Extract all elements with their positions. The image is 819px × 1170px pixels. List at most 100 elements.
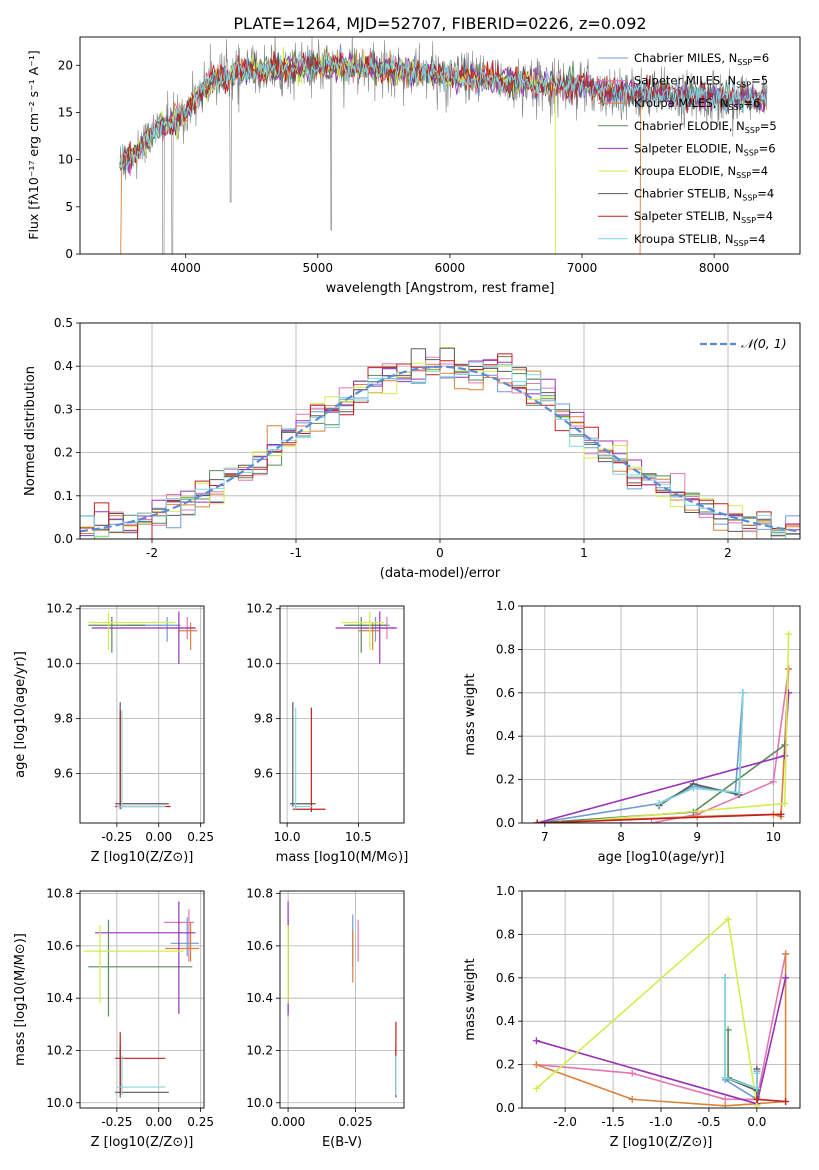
mass-weight-line	[536, 953, 787, 1107]
figure-title: PLATE=1264, MJD=52707, FIBERID=0226, z=0…	[233, 14, 646, 33]
x-tick-label: 4000	[170, 261, 201, 275]
y-tick-label: 0.8	[496, 927, 515, 941]
axes-mass_vs_ebv: 0.000 0.025 10.0 10.2 10.4 10.6 10.8 E(B-V)	[246, 887, 405, 1150]
mass-weight-line	[658, 692, 744, 805]
x-tick-label: 7000	[567, 261, 598, 275]
x-tick-label: 8000	[699, 261, 730, 275]
data-point-marker	[628, 1069, 636, 1077]
data-point-marker	[753, 1102, 761, 1108]
y-tick-label: 0.4	[496, 729, 515, 743]
x-tick-label: 0.000	[271, 1115, 305, 1129]
x-tick-label: 0.25	[187, 1115, 214, 1129]
data-point-marker	[532, 1084, 540, 1092]
model-spectrum	[119, 52, 767, 170]
y-tick-label: 0.5	[54, 316, 73, 330]
x-tick-label: 8	[617, 830, 625, 844]
y-tick-label: 0.1	[54, 489, 73, 503]
x-tick-label: -0.25	[101, 830, 132, 844]
y-tick-label: 9.6	[254, 767, 273, 781]
y-tick-label: 1.0	[496, 884, 515, 898]
axes-mass_vs_Z: -0.25 0.00 0.25 10.0 10.2 10.4 10.6 10.8 Z [log1…	[13, 887, 214, 1150]
x-tick-label: 0.00	[145, 830, 172, 844]
x-tick-label: 1	[580, 546, 588, 560]
y-tick-label: 10.6	[46, 939, 73, 953]
data-point-marker	[781, 752, 789, 760]
y-tick-label: 10.4	[46, 991, 73, 1005]
y-tick-label: 1.0	[496, 599, 515, 613]
x-axis-label: age [log10(age/yr)]	[598, 850, 725, 865]
y-tick-label: 10.8	[246, 887, 273, 901]
data-point-marker	[655, 799, 663, 807]
x-tick-label: -1.0	[649, 1115, 672, 1129]
data-point-marker	[532, 1037, 540, 1045]
y-tick-label: 0.0	[54, 532, 73, 546]
data-point-marker	[721, 1102, 729, 1108]
x-axis-label: Z [log10(Z/Z⊙)]	[91, 1135, 194, 1150]
mass-weight-line	[537, 668, 790, 823]
legend-value: =4	[757, 187, 774, 201]
plot-area-mass_vs_Z	[83, 901, 199, 1098]
x-tick-label: 5000	[303, 261, 334, 275]
x-tick-label: 2	[724, 546, 732, 560]
x-axis-label: Z [log10(Z/Z⊙)]	[91, 850, 194, 865]
plot-area-mass_vs_ebv	[287, 901, 397, 1098]
residual-histogram	[80, 361, 800, 539]
y-tick-label: 10.0	[46, 657, 73, 671]
axes-frame	[279, 890, 405, 1109]
legend-subscript: SSP	[737, 58, 752, 67]
axes-frame	[79, 890, 205, 1109]
data-point-marker	[556, 819, 564, 823]
data-point-marker	[721, 1074, 729, 1082]
data-point-marker	[735, 789, 743, 797]
y-axis-label: Flux [fλ10⁻¹⁷ erg cm⁻² s⁻¹ A⁻¹]	[26, 50, 41, 239]
y-tick-label: 10.8	[46, 887, 73, 901]
y-tick-label: 10.2	[46, 1043, 73, 1057]
plot-area-age_vs_mass	[289, 611, 397, 813]
legend-label: Kroupa STELIB, NSSP=4	[634, 232, 765, 248]
plot-area-weight_vs_Z	[532, 915, 790, 1108]
y-axis-label: mass [log10(M/M⊙)]	[13, 933, 28, 1066]
model-spectrum	[119, 51, 767, 170]
x-tick-label: 6000	[435, 261, 466, 275]
spectrum-legend: Chabrier MILES, NSSP=6 Salpeter MILES, NS…	[598, 51, 777, 248]
axes-age_vs_mass: 10.0 10.5 9.6 9.8 10.0 10.2 mass [log10(M/M⊙)]	[246, 602, 408, 865]
y-tick-label: 10.0	[46, 1096, 73, 1110]
legend-label: Salpeter STELIB, NSSP=4	[634, 209, 773, 225]
x-tick-label: -0.5	[697, 1115, 720, 1129]
legend-subscript: SSP	[729, 103, 744, 112]
x-tick-label: 0	[436, 546, 444, 560]
y-tick-label: 0.2	[496, 1058, 515, 1072]
axes-frame	[521, 605, 801, 824]
plot-area-residuals	[80, 347, 800, 539]
y-tick-label: 0.2	[54, 446, 73, 460]
data-point-marker	[739, 689, 747, 697]
axes-weight_vs_age: 7 8 9 10 0.0 0.2 0.4 0.6 0.8 1.0 age [log10(age/yr…	[463, 599, 801, 865]
mass-weight-line	[537, 668, 790, 823]
y-axis-label: Normed distribution	[23, 366, 38, 496]
x-tick-label: 0.00	[145, 1115, 172, 1129]
mass-weight-line	[537, 692, 744, 823]
data-point-marker	[782, 1097, 790, 1105]
data-point-marker	[647, 819, 655, 823]
x-axis-label: Z [log10(Z/Z⊙)]	[610, 1135, 713, 1150]
y-tick-label: 0.4	[496, 1014, 515, 1028]
legend-value: =4	[751, 164, 768, 178]
y-tick-label: 10.0	[246, 657, 273, 671]
mass-weight-line	[537, 744, 786, 823]
y-axis-label: age [log10(age/yr)]	[13, 651, 28, 778]
axes-frame	[79, 322, 801, 540]
data-point-marker	[785, 689, 793, 697]
axes-frame	[521, 890, 801, 1109]
x-tick-label: -1.5	[601, 1115, 624, 1129]
x-tick-label: 10.0	[274, 830, 301, 844]
mass-weight-line	[560, 634, 790, 823]
normal-distribution-curve	[80, 365, 800, 533]
legend-label: Chabrier MILES, NSSP=6	[634, 51, 769, 67]
data-point-marker	[721, 1095, 729, 1103]
x-axis-label: wavelength [Angstrom, rest frame]	[326, 281, 555, 296]
data-point-marker	[781, 799, 789, 807]
x-tick-label: -0.25	[101, 1115, 132, 1129]
mass-weight-line	[537, 813, 782, 823]
legend-subscript: SSP	[741, 216, 756, 225]
